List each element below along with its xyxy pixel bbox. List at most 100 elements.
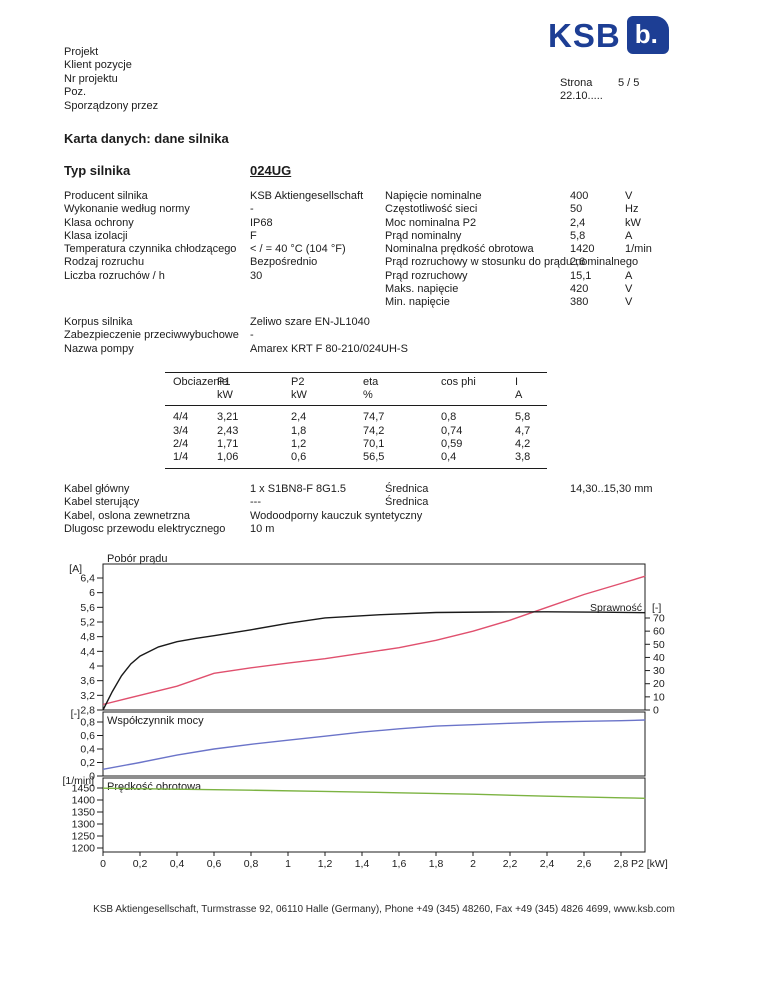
y-tick-label: 4,4	[80, 646, 95, 658]
table-header-row: Obciazenie P1 P2 eta cos phi I	[165, 376, 547, 389]
cable-row: Dlugosc przewodu elektrycznego 10 m	[64, 523, 744, 536]
x-tick-label: 2,8	[614, 858, 629, 870]
cable-label: Dlugosc przewodu elektrycznego	[64, 522, 226, 535]
right-axis-tick-label: 60	[653, 626, 665, 638]
cable-extra-value: 14,30..15,30 mm	[570, 483, 653, 495]
spec-value: 15,1	[570, 269, 592, 282]
x-tick-label: 0,6	[207, 858, 222, 870]
spec-value: F	[250, 229, 257, 242]
column-unit: kW	[291, 389, 307, 402]
y-tick-label: 5,2	[80, 617, 95, 629]
spec-value: 5,8	[570, 229, 586, 242]
table-cell: 0,74	[441, 424, 463, 437]
spec-value: Bezpośrednio	[250, 256, 318, 269]
x-tick-label: 1,4	[355, 858, 370, 870]
spec-value: 1420	[570, 243, 595, 256]
series-predkosc	[102, 787, 646, 799]
spec-label: Korpus silnika	[64, 316, 133, 328]
spec-value: -	[250, 203, 254, 216]
table-cell: 0,6	[291, 451, 307, 464]
spec-value: -	[250, 329, 254, 342]
spec-row: Zabezpieczenie przeciwwybuchowe -	[64, 329, 624, 342]
column-header: P2	[291, 376, 305, 388]
spec-label: Napięcie nominalne	[385, 190, 482, 202]
chart-title: Pobór prądu	[107, 553, 168, 565]
table-body: 4/4 3,21 2,4 74,7 0,8 5,8 3/4 2,43 1,8 74,2 0,74 4,…	[165, 409, 547, 470]
y-tick-label: 1450	[72, 783, 96, 795]
spec-value: < / = 40 °C (104 °F)	[250, 243, 346, 256]
y-tick-label: 0,8	[80, 717, 95, 729]
spec-label: Częstotliwość sieci	[385, 203, 478, 216]
x-tick-label: 0,4	[170, 858, 185, 870]
spec-label: Min. napięcie	[385, 296, 450, 309]
motor-type-label: Typ silnika	[64, 163, 131, 178]
spec-label: Liczba rozruchów / h	[64, 269, 165, 282]
right-axis-tick-label: 20	[653, 678, 665, 690]
spec-value: 420	[570, 283, 589, 296]
cable-value: 1 x S1BN8-F 8G1.5	[250, 483, 346, 495]
page-number-label: Strona	[560, 77, 593, 89]
spec-unit: A	[625, 229, 633, 242]
header-field-label: Nr projektu	[64, 72, 118, 85]
right-axis-tick-label: 10	[653, 691, 665, 703]
table-cell: 0,8	[441, 411, 457, 424]
column-unit	[165, 389, 217, 402]
x-tick-label: 2,4	[540, 858, 555, 870]
header-field-label: Poz.	[64, 86, 87, 99]
date-value: 22.10.....	[560, 90, 603, 103]
cable-row: Kabel, oslona zewnetrzna Wodoodporny kauc…	[64, 510, 744, 523]
header-field-label: Projekt	[64, 46, 99, 58]
table-cell: 74,2	[363, 424, 385, 437]
page-info: Strona 5 / 5 22.10.....	[560, 77, 639, 104]
series-cos-phi	[102, 719, 646, 770]
x-tick-label: 1,8	[429, 858, 444, 870]
y-tick-label: 5,6	[80, 602, 95, 614]
table-cell: 74,7	[363, 411, 385, 424]
spec-row: Klasa ochrony IP68	[64, 217, 394, 230]
spec-value: KSB Aktiengesellschaft	[250, 190, 364, 202]
table-cell: 0,59	[441, 437, 463, 450]
spec-unit: Hz	[625, 203, 639, 216]
y-axis-unit: [A]	[69, 563, 82, 575]
spec-row: Liczba rozruchów / h 30	[64, 270, 394, 283]
x-tick-label: 1,6	[392, 858, 407, 870]
x-tick-label: 2,2	[503, 858, 518, 870]
page-number-value: 5 / 5	[618, 77, 640, 89]
spec-unit: V	[625, 190, 633, 202]
x-axis-label: P2 [kW]	[631, 858, 668, 870]
ksb-logo: KSB b.	[548, 16, 669, 56]
table-cell: 3,8	[515, 451, 531, 464]
spec-value: 2,6	[570, 256, 586, 269]
ksb-logo-text: KSB	[548, 17, 621, 54]
spec-row: Prąd nominalny 5,8 A	[385, 230, 725, 243]
spec-unit: 1/min	[625, 243, 652, 256]
table-row: 4/4 3,21 2,4 74,7 0,8 5,8	[165, 411, 547, 424]
header-field-label: Klient pozycje	[64, 59, 132, 72]
cable-specs: Kabel główny 1 x S1BN8-F 8G1.5 Średnica 14,…	[64, 483, 744, 536]
table-cell: 4,7	[515, 424, 531, 437]
right-axis-tick-label: 30	[653, 665, 665, 677]
y-tick-label: 0	[89, 771, 95, 783]
spec-unit: V	[625, 283, 633, 296]
column-header: I	[515, 376, 519, 388]
table-row: 2/4 1,71 1,2 70,1 0,59 4,2	[165, 438, 547, 451]
cable-label: Kabel sterujący	[64, 496, 140, 509]
spec-row: Min. napięcie 380 V	[385, 296, 725, 309]
spec-row: Temperatura czynnika chłodzącego < / = 40…	[64, 243, 394, 256]
x-tick-label: 0,2	[133, 858, 148, 870]
table-cell: 3/4	[173, 424, 189, 437]
y-tick-label: 1300	[72, 819, 96, 831]
table-cell: 2,4	[291, 411, 307, 424]
table-cell: 2,43	[217, 424, 239, 437]
spec-label: Maks. napięcie	[385, 283, 459, 296]
cable-value: 10 m	[250, 522, 275, 535]
spec-row: Klasa izolacji F	[64, 230, 394, 243]
spec-label: Zabezpieczenie przeciwwybuchowe	[64, 329, 239, 342]
table-cell: 4/4	[173, 411, 189, 424]
x-tick-label: 0	[100, 858, 106, 870]
spec-label: Temperatura czynnika chłodzącego	[64, 243, 237, 256]
table-cell: 1,8	[291, 424, 307, 437]
cable-extra-label: Średnica	[385, 496, 429, 509]
y-tick-label: 3,2	[80, 690, 95, 702]
